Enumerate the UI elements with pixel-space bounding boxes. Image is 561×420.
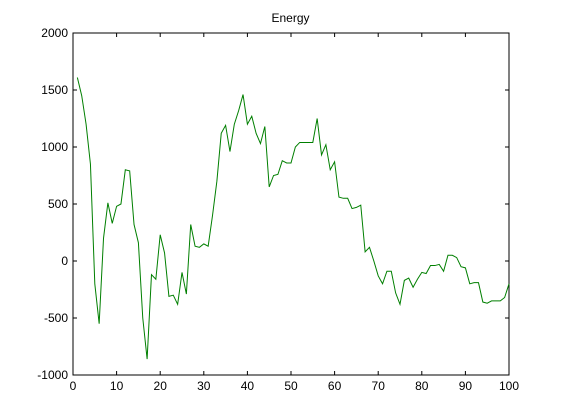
y-tick-label: -1000: [37, 368, 68, 382]
x-tick-label: 70: [372, 379, 386, 393]
x-tick-label: 30: [197, 379, 211, 393]
x-tick-label: 10: [110, 379, 124, 393]
x-tick-label: 100: [499, 379, 519, 393]
chart-title: Energy: [271, 11, 309, 25]
x-tick-label: 90: [459, 379, 473, 393]
x-tick-label: 20: [154, 379, 168, 393]
y-tick-label: 1000: [41, 140, 68, 154]
y-tick-label: 500: [48, 197, 68, 211]
y-tick-label: 0: [61, 254, 68, 268]
y-tick-label: 1500: [41, 83, 68, 97]
x-tick-label: 80: [415, 379, 429, 393]
energy-series-line: [76, 77, 510, 360]
x-tick-label: 40: [241, 379, 255, 393]
x-tick-label: 0: [70, 379, 77, 393]
y-tick-label: -500: [44, 311, 68, 325]
x-tick-label: 60: [328, 379, 342, 393]
y-tick-label: 2000: [41, 26, 68, 40]
plot-area: 0 10 20 30 40 50 60 70 80 90 100 -1000 -500 0 500 1000 1…: [37, 26, 519, 393]
axes-box: [72, 32, 510, 376]
x-tick-label: 50: [284, 379, 298, 393]
